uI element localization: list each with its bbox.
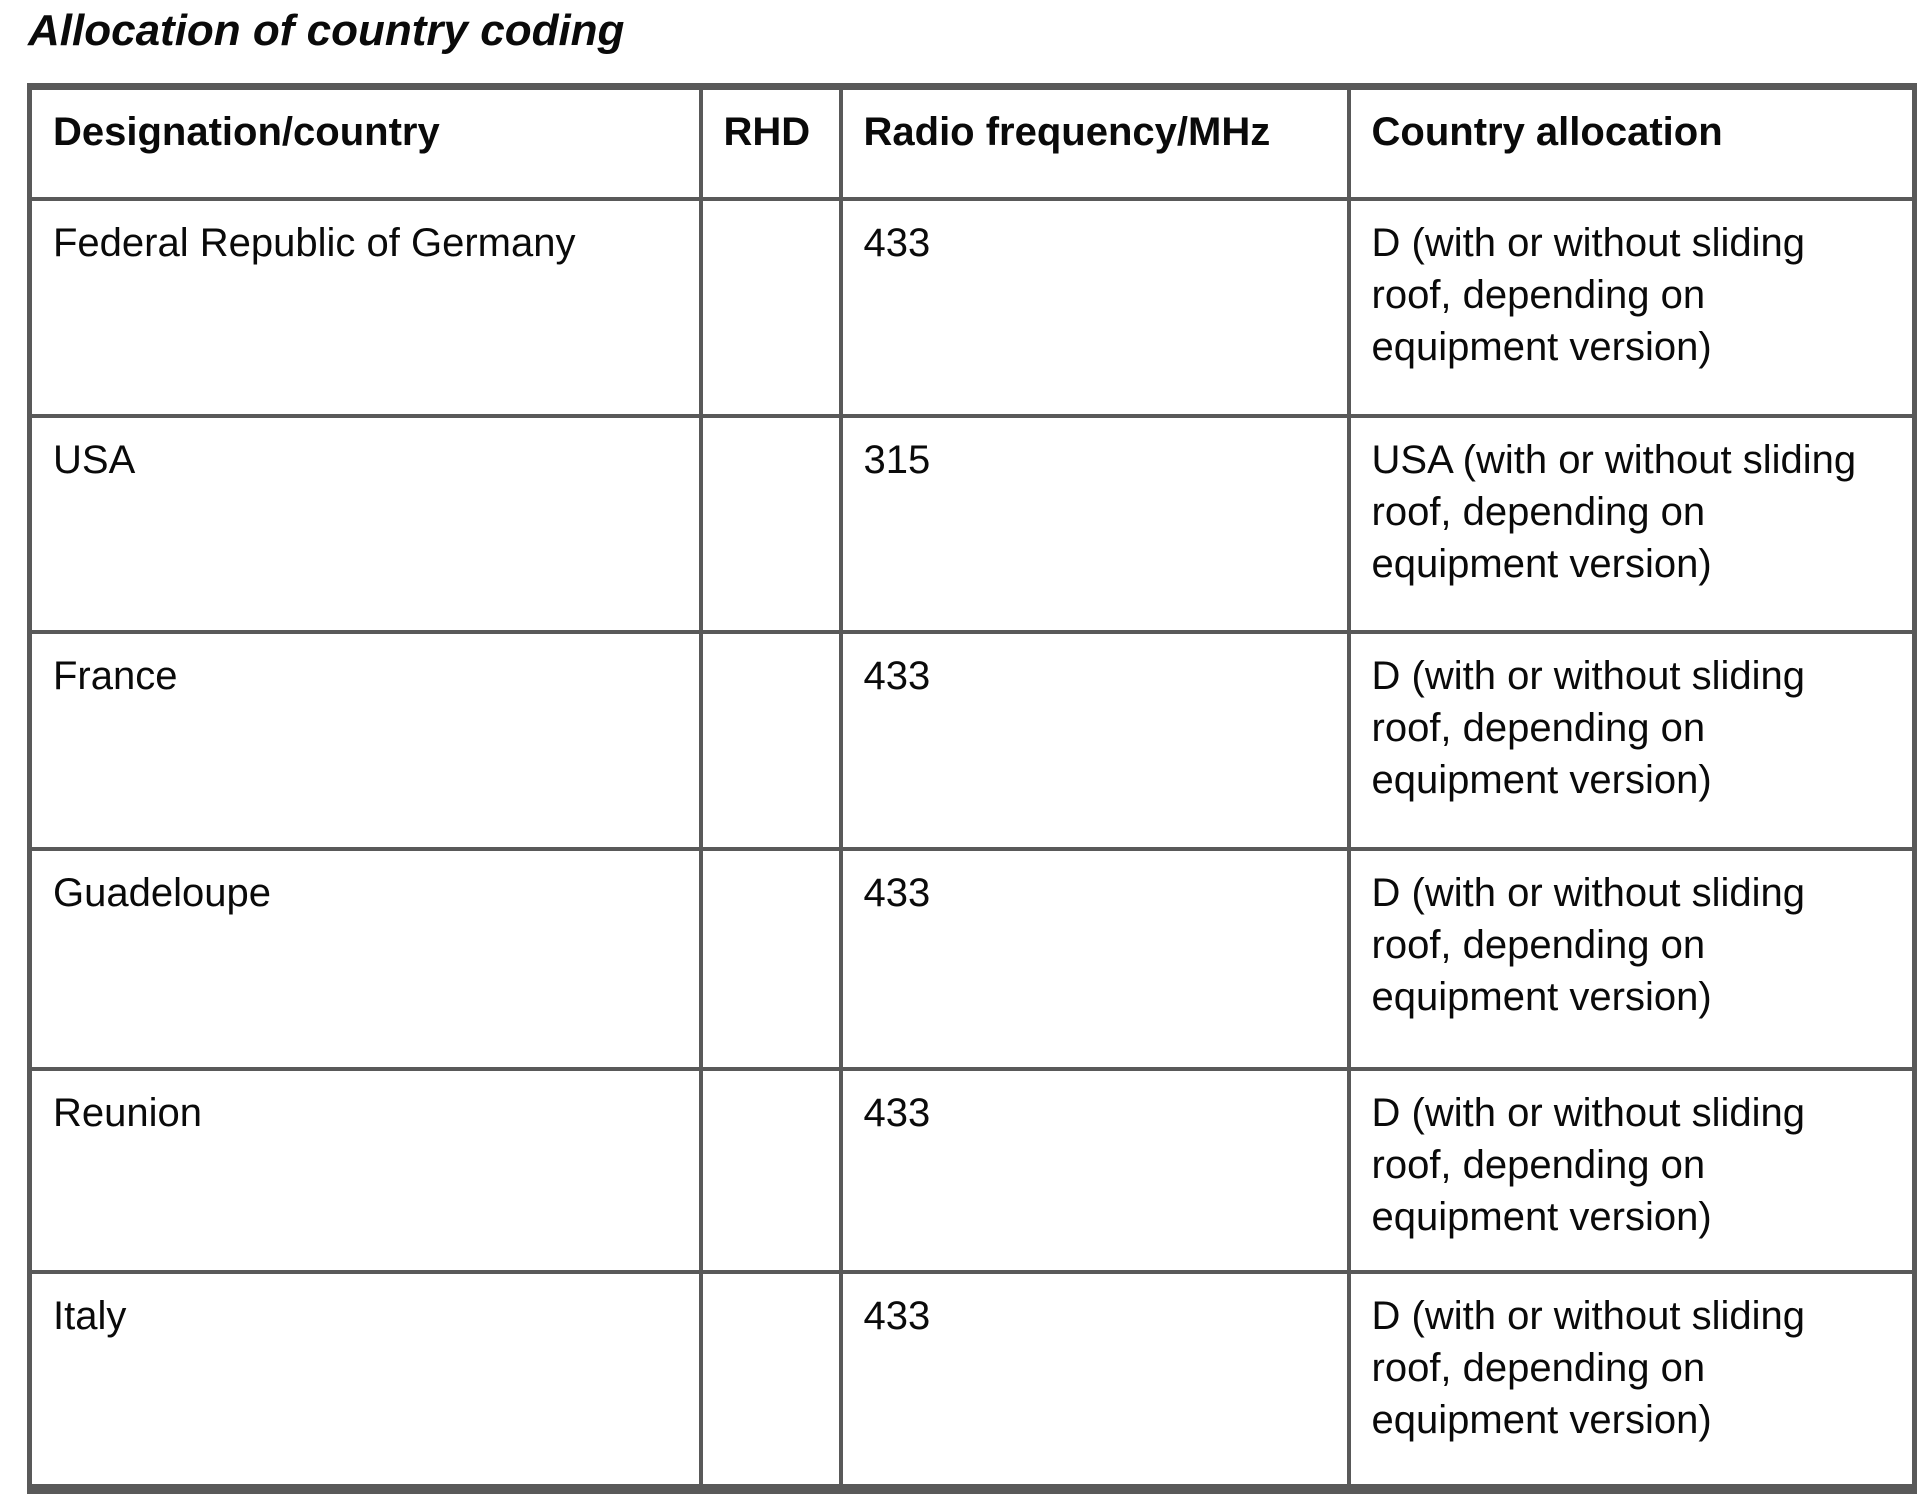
header-cell-country-allocation: Country allocation [1346,84,1917,202]
cell-frequency: 433 [838,630,1351,852]
cell-allocation: D (with or without sliding roof, dependi… [1346,197,1917,419]
document-page: Allocation of country coding Designation… [0,6,1930,1510]
cell-allocation: USA (with or without sliding roof, depen… [1346,414,1917,635]
cell-country: USA [27,414,703,635]
cell-country: Italy [27,1270,703,1492]
cell-frequency: 433 [838,1270,1351,1492]
cell-country: Guadeloupe [27,847,703,1072]
table-row: Reunion 433 D (with or without sliding r… [27,1067,1917,1275]
cell-allocation: D (with or without sliding roof, dependi… [1346,1270,1917,1492]
header-cell-designation-country: Designation/country [27,84,703,202]
cell-allocation: D (with or without sliding roof, dependi… [1346,847,1917,1072]
cell-rhd [698,630,843,852]
table-row: Italy 433 D (with or without sliding roo… [27,1270,1917,1492]
cell-frequency: 433 [838,197,1351,419]
table-row: Guadeloupe 433 D (with or without slidin… [27,847,1917,1072]
cell-frequency: 315 [838,414,1351,635]
page-title: Allocation of country coding [28,6,625,55]
cell-country: Reunion [27,1067,703,1275]
cell-rhd [698,1067,843,1275]
header-cell-rhd: RHD [698,84,843,202]
table-row: Federal Republic of Germany 433 D (with … [27,197,1917,419]
cell-allocation: D (with or without sliding roof, dependi… [1346,1067,1917,1275]
cell-rhd [698,414,843,635]
cell-allocation: D (with or without sliding roof, dependi… [1346,630,1917,852]
table-row: France 433 D (with or without sliding ro… [27,630,1917,852]
cell-frequency: 433 [838,1067,1351,1275]
cell-country: France [27,630,703,852]
cell-frequency: 433 [838,847,1351,1072]
country-coding-table: Designation/country RHD Radio frequency/… [27,82,1917,1495]
cell-rhd [698,197,843,419]
cell-country: Federal Republic of Germany [27,197,703,419]
table-row: USA 315 USA (with or without sliding roo… [27,414,1917,635]
table-header-row: Designation/country RHD Radio frequency/… [27,84,1917,202]
cell-rhd [698,1270,843,1492]
header-cell-radio-frequency: Radio frequency/MHz [838,84,1351,202]
cell-rhd [698,847,843,1072]
